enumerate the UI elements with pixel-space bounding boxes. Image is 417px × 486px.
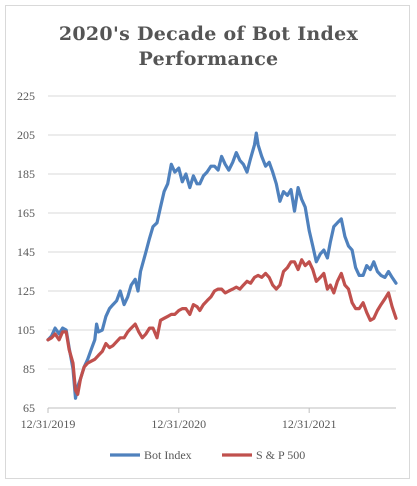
legend-label: Bot Index — [144, 448, 192, 462]
x-tick-label: 12/31/2021 — [282, 417, 337, 431]
chart-title: 2020's Decade of Bot Index Performance — [0, 22, 417, 72]
x-axis-ticks: 12/31/2019 12/31/2020 12/31/2021 — [21, 408, 337, 431]
y-axis-ticks: 65 85 105 125 145 165 185 205 225 — [17, 89, 35, 415]
chart-frame — [5, 5, 410, 479]
y-tick-label: 165 — [17, 206, 35, 220]
y-tick-label: 65 — [23, 401, 35, 415]
series-line-bot-index — [46, 131, 398, 400]
y-tick-label: 185 — [17, 167, 35, 181]
y-tick-label: 225 — [17, 89, 35, 103]
legend-label: S & P 500 — [256, 448, 305, 462]
chart-title-line-2: Performance — [138, 48, 279, 70]
y-tick-label: 205 — [17, 128, 35, 142]
series-lines — [46, 131, 398, 400]
y-tick-label: 85 — [23, 362, 35, 376]
y-tick-label: 145 — [17, 245, 35, 259]
y-tick-label: 105 — [17, 323, 35, 337]
x-tick-label: 12/31/2020 — [151, 417, 206, 431]
series-line-sp500 — [46, 258, 398, 396]
legend: Bot Index S & P 500 — [110, 448, 305, 462]
chart-title-line-1: 2020's Decade of Bot Index — [58, 23, 359, 45]
y-tick-label: 125 — [17, 284, 35, 298]
x-tick-label: 12/31/2019 — [21, 417, 76, 431]
